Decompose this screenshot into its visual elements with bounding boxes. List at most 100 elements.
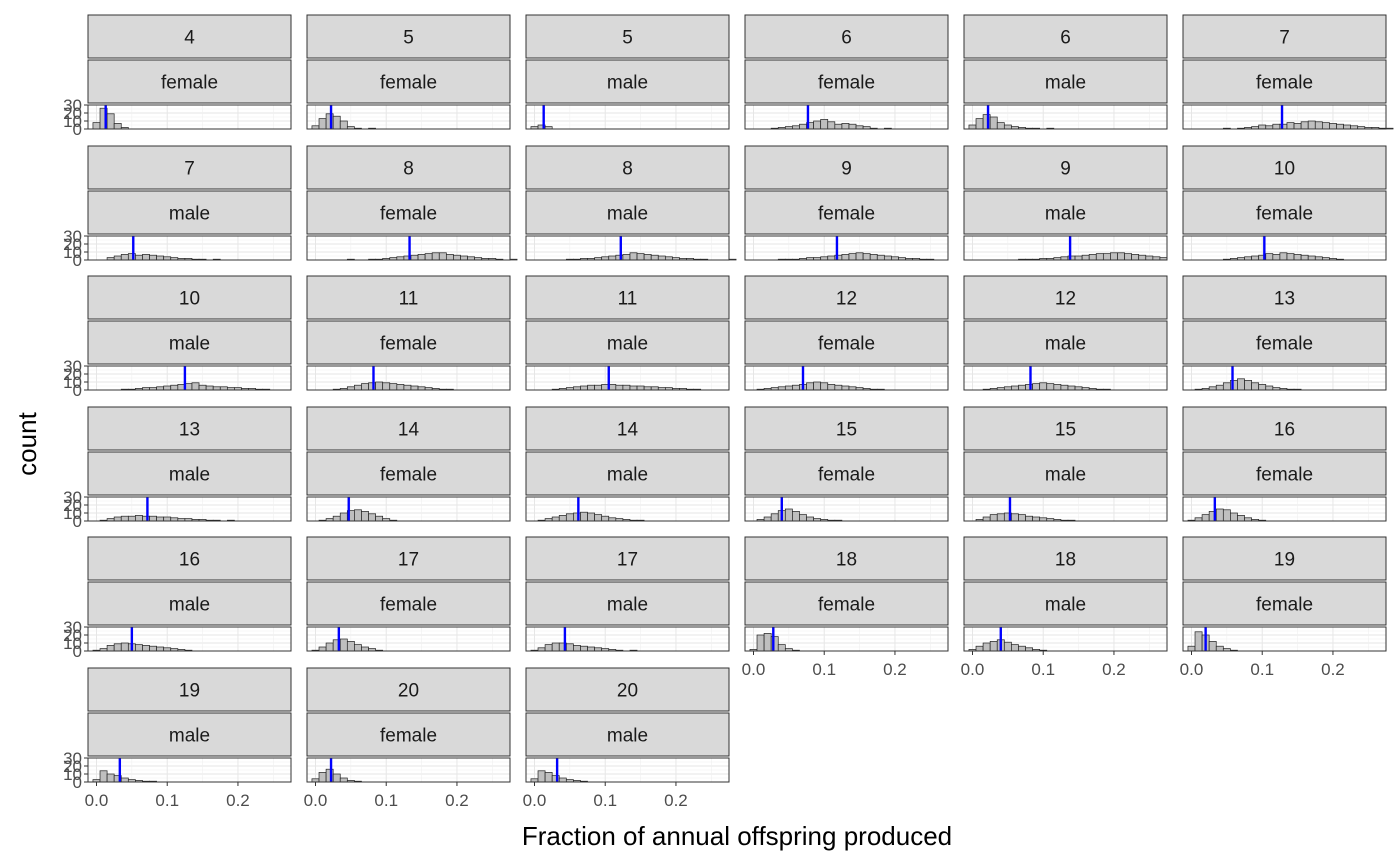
x-tick-label: 0.1 [593, 791, 617, 810]
histogram-bar [1258, 124, 1267, 130]
y-tick-label: 20 [63, 626, 82, 645]
histogram-bar [1279, 252, 1288, 261]
histogram-bar [636, 385, 645, 391]
facet-panel: 10 female [1182, 145, 1387, 261]
histogram-bar [1025, 515, 1033, 522]
strip-age [744, 536, 949, 581]
plot-border [963, 104, 1168, 130]
strip-sex [744, 59, 949, 104]
facet-panel: 7 female [1182, 14, 1394, 130]
histogram-bar [346, 641, 355, 652]
histogram-bar [855, 252, 864, 261]
histogram-bar [1039, 382, 1048, 391]
strip-sex-label: male [1045, 465, 1086, 486]
strip-age-label: 8 [622, 159, 633, 180]
histogram-bar [361, 511, 369, 522]
histogram-bar [841, 254, 850, 261]
y-tick-label: 10 [63, 765, 82, 784]
strip-age [744, 275, 949, 320]
strip-age-label: 16 [179, 550, 200, 571]
histogram-bar [1003, 124, 1012, 130]
histogram-bar [1053, 384, 1062, 391]
histogram-bar [120, 515, 129, 522]
histogram-bar [1222, 509, 1231, 522]
strip-sex-label: female [818, 595, 875, 616]
histogram-bar [120, 777, 129, 783]
strip-age-label: 14 [398, 420, 420, 441]
x-tick-label: 0.0 [1180, 660, 1204, 679]
strip-age-label: 19 [179, 681, 200, 702]
histogram-bar [848, 123, 857, 130]
strip-sex-label: female [380, 73, 437, 94]
x-tick-label: 0.1 [155, 791, 179, 810]
strip-sex [1182, 581, 1387, 626]
x-tick-label: 0.2 [226, 791, 250, 810]
histogram-bar [1215, 508, 1224, 522]
histogram-bar [1215, 384, 1224, 391]
strip-sex-label: female [818, 73, 875, 94]
strip-sex-label: male [169, 204, 210, 225]
histogram-bar [135, 254, 143, 261]
plot-border [87, 104, 292, 130]
histogram-bar [445, 254, 454, 261]
facet-panel: 11 male [525, 275, 730, 391]
y-tick-label: 30 [63, 749, 82, 768]
plot-border [1182, 626, 1387, 652]
strip-sex-label: female [1256, 334, 1313, 355]
facet-panel: 14 female [306, 406, 511, 522]
x-tick-label: 0.2 [445, 791, 469, 810]
strip-age [87, 667, 292, 712]
strip-age [525, 406, 730, 451]
histogram-bar [318, 118, 327, 130]
histogram-bar [975, 645, 984, 652]
strip-age [87, 275, 292, 320]
strip-age [87, 536, 292, 581]
strip-age [1182, 14, 1387, 59]
histogram-bar [113, 643, 122, 652]
histogram-bar [1018, 645, 1026, 652]
histogram-bar [806, 516, 814, 522]
histogram-bar [813, 381, 822, 391]
histogram-bar [361, 646, 369, 652]
strip-sex [525, 190, 730, 235]
strip-age-label: 18 [1055, 550, 1076, 571]
histogram-bar [1272, 254, 1281, 261]
histogram-bar [156, 255, 165, 261]
histogram-bar [544, 772, 553, 783]
strip-age [963, 406, 1168, 451]
histogram-bar [657, 255, 666, 261]
histogram-bar [1251, 255, 1260, 261]
histogram-bar [113, 255, 122, 261]
histogram-bar [636, 253, 645, 261]
strip-sex-label: female [1256, 465, 1313, 486]
strip-age-label: 8 [403, 159, 414, 180]
plot-border [963, 496, 1168, 522]
histogram-bar [770, 513, 779, 522]
histogram-bar [1208, 641, 1217, 652]
facet-panel: 9 female [744, 145, 949, 261]
histogram-bar [862, 253, 871, 261]
strip-age [306, 145, 511, 190]
histogram-bar [1131, 254, 1140, 261]
histogram-bar [565, 513, 574, 522]
histogram-bar [410, 254, 419, 261]
histogram-bar [587, 646, 595, 652]
strip-age-label: 12 [836, 289, 857, 310]
strip-age-label: 7 [1279, 28, 1290, 49]
strip-sex-label: male [607, 595, 648, 616]
y-tick-label: 0 [73, 773, 82, 792]
histogram-bar [813, 120, 822, 130]
y-tick-label: 30 [63, 227, 82, 246]
histogram-bar [558, 515, 567, 522]
histogram-bar [339, 512, 348, 522]
histogram-bar [332, 515, 341, 522]
strip-sex [744, 581, 949, 626]
plot-border [87, 757, 292, 783]
histogram-bar [191, 382, 200, 391]
strip-age [87, 406, 292, 451]
plot-border [306, 104, 511, 130]
histogram-bar [113, 123, 122, 130]
histogram-bar [608, 255, 617, 261]
